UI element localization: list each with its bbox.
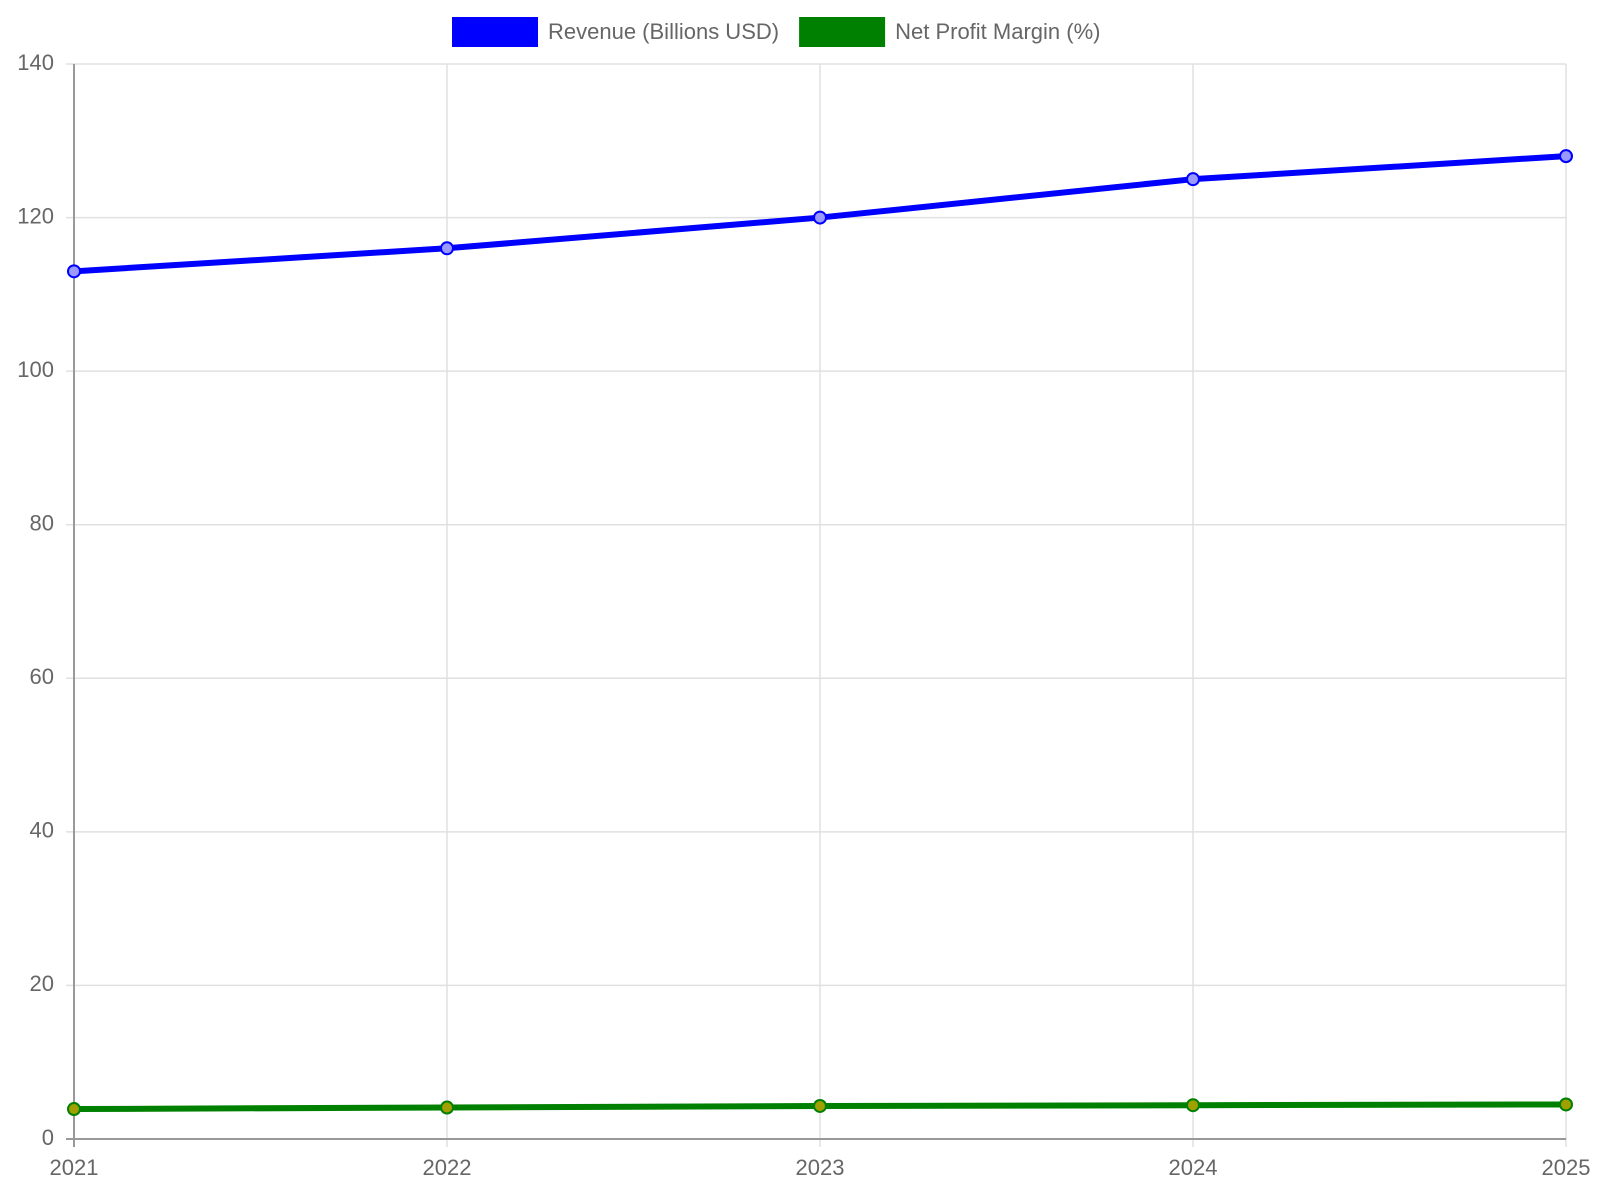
data-point xyxy=(813,1098,827,1113)
x-tick-label: 2024 xyxy=(1169,1155,1218,1180)
data-point xyxy=(813,210,827,225)
y-tick-label: 40 xyxy=(30,818,54,843)
data-point xyxy=(1186,1098,1200,1113)
data-point xyxy=(1559,1097,1573,1112)
legend-label: Revenue (Billions USD) xyxy=(548,19,779,44)
legend-swatch xyxy=(452,17,538,47)
x-tick-label: 2021 xyxy=(50,1155,99,1180)
y-tick-label: 120 xyxy=(17,203,54,228)
x-tick-label: 2022 xyxy=(423,1155,472,1180)
y-tick-label: 100 xyxy=(17,357,54,382)
y-tick-label: 60 xyxy=(30,664,54,689)
data-point xyxy=(440,1100,454,1115)
y-tick-label: 140 xyxy=(17,50,54,75)
x-tick-label: 2025 xyxy=(1542,1155,1591,1180)
y-tick-label: 80 xyxy=(30,511,54,536)
legend: Revenue (Billions USD) Net Profit Margin … xyxy=(452,17,1100,47)
data-point xyxy=(67,264,81,279)
y-tick-label: 0 xyxy=(42,1125,54,1150)
legend-label: Net Profit Margin (%) xyxy=(895,19,1100,44)
x-tick-label: 2023 xyxy=(796,1155,845,1180)
data-point xyxy=(1186,172,1200,187)
data-point xyxy=(67,1102,81,1117)
y-tick-label: 20 xyxy=(30,971,54,996)
data-point xyxy=(440,241,454,256)
data-point xyxy=(1559,149,1573,164)
legend-swatch xyxy=(799,17,886,47)
